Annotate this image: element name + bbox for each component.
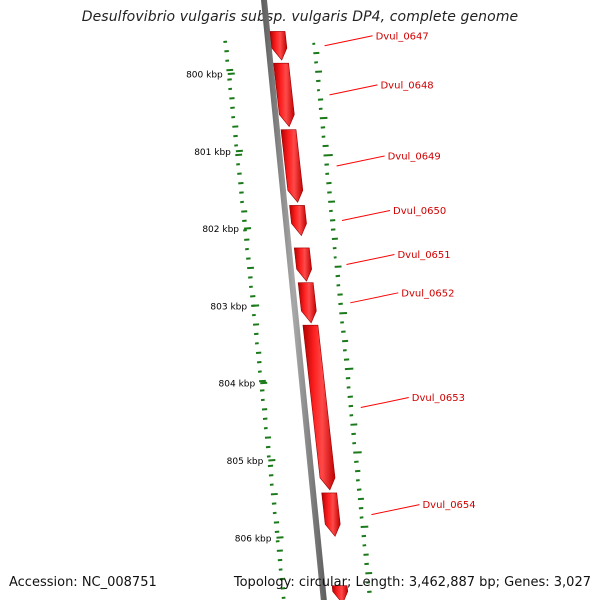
gene-label-dvul_0648: Dvul_0648 — [380, 80, 433, 91]
ruler-tick — [260, 381, 268, 385]
gene-label-dvul_0653: Dvul_0653 — [412, 393, 465, 404]
topology-prefix: Topology: — [233, 575, 299, 590]
backbone-track — [261, 0, 327, 600]
gene-label-leader — [341, 209, 391, 221]
ruler-tick-label: 806 kbp — [235, 534, 272, 544]
backbone-line — [261, 0, 327, 600]
gene-label-leader — [350, 292, 399, 304]
ruler-tick — [235, 149, 243, 153]
gene-dvul_0648[interactable] — [273, 62, 295, 128]
ruler-tick-label: 804 kbp — [219, 380, 256, 390]
gene-track — [269, 31, 349, 600]
gene-dvul_0652[interactable] — [297, 282, 317, 324]
gene-label-dvul_0651: Dvul_0651 — [397, 250, 450, 261]
gene-dvul_0653[interactable] — [302, 324, 336, 491]
ruler-tick — [252, 304, 260, 307]
ruler-tick — [276, 536, 284, 539]
gene-label-leader — [336, 155, 385, 167]
gene-labels: Dvul_0647 Dvul_0648 Dvul_0649 Dvul_0650 Dvul… — [324, 31, 476, 516]
gene-dvul_0650[interactable] — [289, 205, 307, 237]
ruler-tick-label: 801 kbp — [194, 148, 231, 158]
gene-dvul_0649[interactable] — [280, 129, 304, 203]
gene-label-leader — [360, 397, 409, 409]
ruler-tick — [268, 459, 276, 462]
ruler-tick-label: 803 kbp — [210, 302, 247, 312]
gene-label-leader — [324, 35, 373, 47]
ruler-ticks: 800 kbp 801 kbp 802 kbp 803 kbp 804 kbp 805 k… — [186, 71, 284, 544]
ruler-tick — [243, 227, 252, 230]
length-value: 3,462,887 bp — [408, 575, 496, 590]
ruler-tick — [227, 72, 235, 75]
genes-value: 3,027 — [553, 575, 591, 590]
gene-label-dvul_0650: Dvul_0650 — [393, 206, 446, 217]
topology-value: circular — [298, 575, 347, 590]
ruler-tick-label: 800 kbp — [186, 71, 223, 81]
gene-label-leader — [346, 254, 395, 266]
accession-label: Accession: NC_008751 — [9, 575, 157, 590]
gc-skew-inner-track — [223, 40, 286, 599]
gene-dvul_0647[interactable] — [269, 31, 288, 61]
map-title: Desulfovibrio vulgaris subsp. vulgaris D… — [81, 9, 519, 25]
gene-label-leader — [329, 84, 378, 96]
gene-label-dvul_0652: Dvul_0652 — [401, 288, 454, 299]
ruler-tick-label: 802 kbp — [202, 225, 239, 235]
gene-dvul_0651[interactable] — [293, 247, 312, 282]
gene-label-dvul_0654: Dvul_0654 — [422, 500, 475, 511]
gene-dvul_0654[interactable] — [321, 492, 341, 537]
gene-label-dvul_0649: Dvul_0649 — [388, 151, 441, 162]
gene-label-dvul_0647: Dvul_0647 — [376, 31, 429, 42]
gene-label-leader — [371, 504, 420, 516]
genes-prefix: ; Genes: — [495, 575, 554, 590]
gene-unlabeled[interactable] — [331, 585, 349, 600]
genome-summary: Topology: circular; Length: 3,462,887 bp… — [234, 575, 591, 590]
gc-skew-outer-track — [312, 42, 373, 593]
ruler-tick-label: 805 kbp — [227, 457, 264, 467]
length-prefix: ; Length: — [346, 575, 409, 590]
